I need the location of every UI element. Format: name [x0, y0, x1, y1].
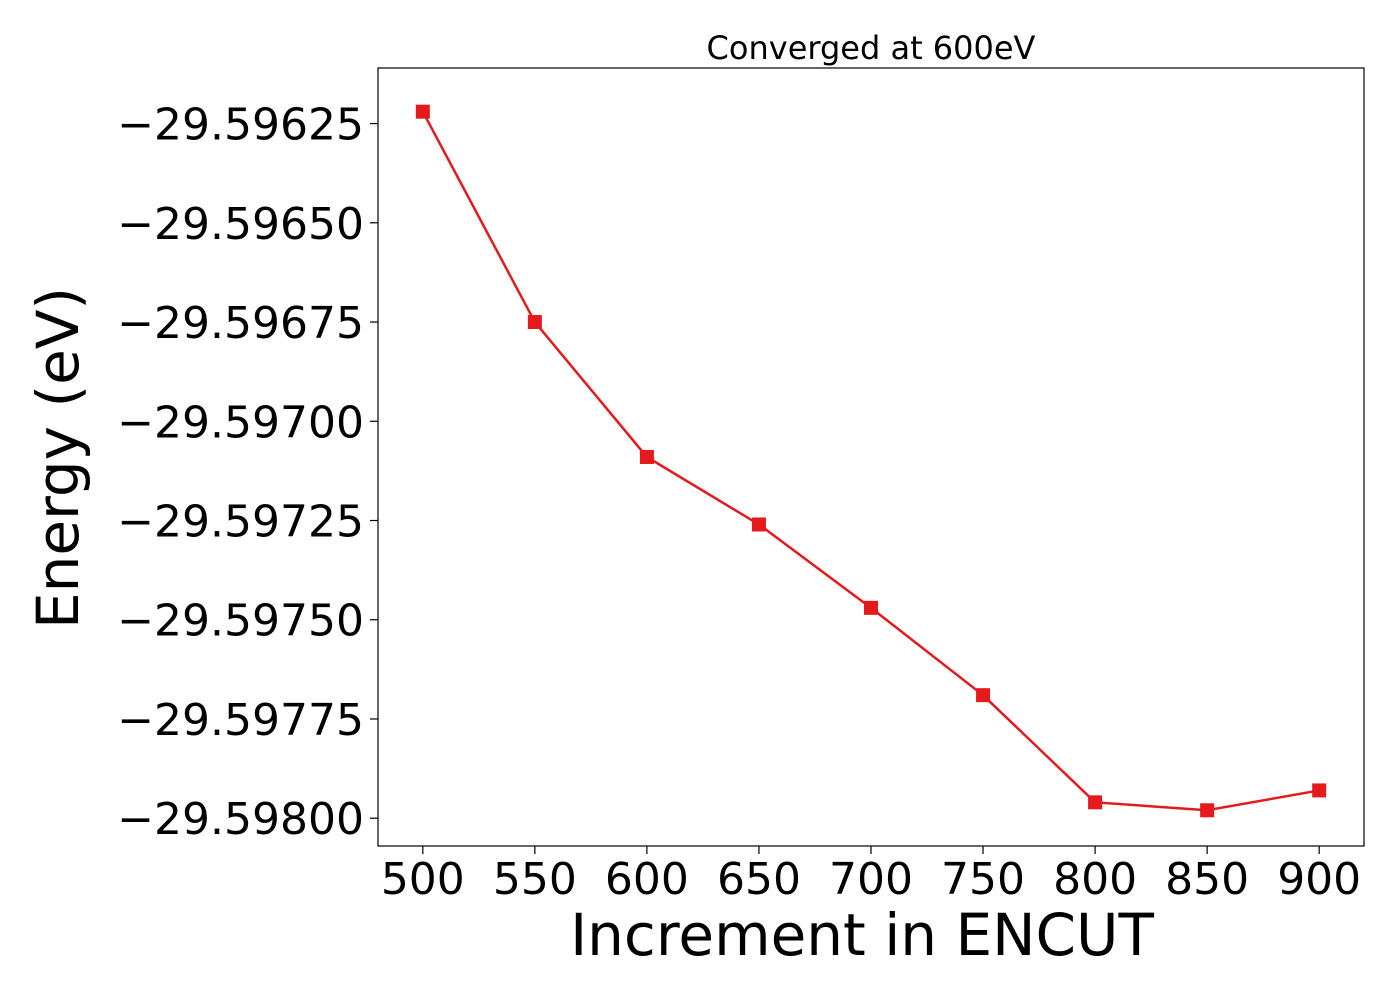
x-tick-label: 650 [717, 854, 801, 905]
data-point-marker [639, 450, 654, 464]
data-point-marker [1312, 783, 1327, 798]
y-axis-ticks: −29.59625 −29.59650 −29.59675 −29.59700 −29.… [117, 100, 378, 845]
data-point-marker [415, 104, 430, 119]
y-tick-label: −29.59775 [117, 695, 364, 746]
y-tick-label: −29.59625 [117, 100, 364, 151]
x-tick-label: 900 [1277, 854, 1361, 905]
y-tick-label: −29.59725 [117, 497, 364, 548]
x-tick-label: 850 [1165, 854, 1249, 905]
data-point-marker [976, 688, 991, 703]
y-tick-label: −29.59700 [117, 397, 364, 448]
x-tick-label: 500 [381, 854, 465, 905]
x-tick-label: 550 [493, 854, 577, 905]
data-point-marker [1200, 803, 1215, 818]
y-axis-label: Energy (eV) [24, 287, 92, 629]
x-tick-label: 800 [1053, 854, 1137, 905]
series-markers [415, 104, 1327, 818]
y-tick-label: −29.59675 [117, 298, 364, 349]
data-point-marker [1088, 795, 1103, 810]
data-point-marker [751, 517, 766, 532]
chart-title: Converged at 600eV [707, 29, 1036, 67]
x-tick-label: 600 [605, 854, 689, 905]
y-tick-label: −29.59800 [117, 794, 364, 845]
y-tick-label: −29.59750 [117, 596, 364, 647]
data-point-marker [864, 600, 878, 615]
x-tick-label: 750 [941, 854, 1025, 905]
x-axis-ticks: 500 550 600 650 700 750 800 850 900 [381, 846, 1361, 905]
data-point-marker [527, 315, 542, 330]
x-axis-label: Increment in ENCUT [570, 901, 1154, 969]
series-line [421, 111, 1320, 812]
plot-frame [377, 67, 1365, 847]
y-tick-label: −29.59650 [117, 199, 364, 250]
x-tick-label: 700 [829, 854, 913, 905]
